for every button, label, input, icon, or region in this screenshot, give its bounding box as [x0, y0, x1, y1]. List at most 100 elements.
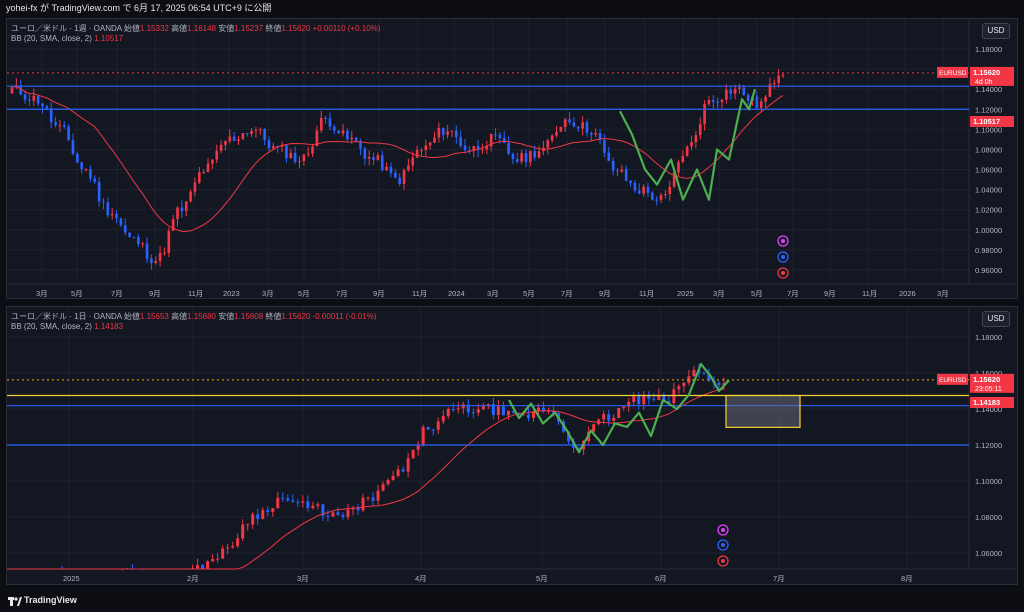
bb-price-tag: [970, 116, 1014, 127]
candle-body: [711, 100, 715, 102]
candle-body: [311, 146, 314, 154]
candle-body: [241, 524, 245, 539]
price-tick-label: 1.12000: [975, 105, 1002, 114]
daily-chart-pane[interactable]: ユーロ／米ドル · 1日 · OANDA 始値1.15653 高値1.15680…: [6, 306, 1018, 585]
candle-body: [703, 103, 706, 125]
candle-body: [302, 154, 306, 162]
candle-body: [642, 395, 646, 405]
us-flag-event-icon-dot: [781, 271, 785, 275]
candle-body: [367, 157, 371, 159]
candle-body: [506, 410, 510, 416]
bar-countdown-text: 4d 0h: [975, 79, 993, 86]
candle-body: [396, 469, 400, 476]
time-tick-label: 8月: [901, 574, 913, 583]
candle-body: [93, 178, 97, 182]
daily-chart-canvas[interactable]: 1.18000 1.16000 1.14000 1.12000 1.10000 1.080…: [7, 307, 1017, 584]
elliott-swing-drawing[interactable]: [619, 88, 757, 201]
candle-body: [324, 117, 327, 119]
candle-body: [682, 382, 686, 387]
weekly-chart-canvas[interactable]: 1.180001.160001.140001.120001.100001.080…: [7, 19, 1017, 298]
candle-body: [481, 149, 484, 151]
candle-body: [511, 153, 515, 160]
candle-body: [781, 74, 785, 76]
time-tick-label: 5月: [751, 289, 763, 298]
publish-header: yohei-fx が TradingView.com で 6月 17, 2025…: [0, 0, 1024, 16]
candle-body: [617, 407, 621, 418]
earnings-event-icon-dot: [721, 543, 725, 547]
candle-body: [521, 414, 525, 416]
candle-body: [333, 126, 336, 131]
candle-body: [446, 131, 449, 135]
candle-body: [415, 150, 419, 158]
currency-button[interactable]: USD: [982, 23, 1010, 39]
candle-body: [407, 165, 410, 171]
bollinger-basis-line: [11, 85, 784, 232]
last-price-price-text: 1.15620: [973, 375, 1000, 384]
price-tick-label: 0.96000: [975, 266, 1002, 275]
candle-body: [36, 95, 40, 104]
candle-body: [219, 144, 223, 151]
candle-body: [411, 449, 415, 459]
candle-body: [236, 538, 240, 547]
candle-body: [263, 129, 266, 141]
candle-body: [350, 137, 354, 140]
candle-body: [311, 505, 315, 509]
time-tick-label: 9月: [599, 289, 611, 298]
candle-body: [245, 133, 249, 135]
price-tick-label: 1.18000: [975, 45, 1002, 54]
candle-body: [76, 153, 79, 163]
last-price-symbol-tag: [937, 373, 968, 385]
time-tick-label: 2月: [187, 574, 199, 583]
candle-body: [431, 429, 435, 431]
time-tick-label: 2023: [223, 289, 240, 298]
candle-body: [354, 137, 358, 141]
last-price-symbol-text: EURUSD: [939, 377, 967, 384]
candle-body: [651, 192, 654, 200]
candle-body: [202, 172, 205, 174]
candle-body: [158, 252, 162, 262]
candle-body: [250, 130, 253, 135]
high-label: 高値: [171, 24, 188, 33]
candle-body: [667, 401, 671, 404]
weekly-chart-pane[interactable]: ユーロ／米ドル · 1週 · OANDA 始値1.15332 高値1.16148…: [6, 18, 1018, 299]
last-price-symbol-tag: [937, 66, 968, 78]
target-zone-box[interactable]: [725, 394, 801, 428]
candle-body: [315, 130, 319, 147]
candle-body: [629, 180, 632, 183]
footer-bar: TradingView: [0, 590, 1024, 612]
elliott-swing-drawing[interactable]: [508, 362, 730, 454]
low-label: 安値: [218, 312, 235, 321]
candle-body: [266, 510, 270, 512]
time-tick-label: 3月: [262, 289, 274, 298]
candle-body: [463, 145, 467, 151]
candle-body: [216, 558, 220, 560]
bb-price-text: 1.14183: [973, 398, 1000, 407]
candle-body: [280, 145, 284, 147]
candle-body: [281, 497, 285, 499]
price-tick-label: 0.98000: [975, 246, 1002, 255]
bb-legend[interactable]: BB (20, SMA, close, 2) 1.14183: [11, 322, 123, 331]
candle-body: [261, 510, 265, 519]
bb-legend[interactable]: BB (20, SMA, close, 2) 1.10517: [11, 34, 123, 43]
candle-body: [411, 157, 415, 166]
candle-body: [176, 207, 179, 220]
candle-body: [416, 444, 420, 450]
daily-ohlc-legend: ユーロ／米ドル · 1日 · OANDA 始値1.15653 高値1.15680…: [11, 311, 376, 322]
weekly-ohlc-legend: ユーロ／米ドル · 1週 · OANDA 始値1.15332 高値1.16148…: [11, 23, 380, 34]
time-tick-label: 7月: [561, 289, 573, 298]
candle-body: [681, 155, 685, 163]
price-tick-label: 1.08000: [975, 513, 1002, 522]
price-tick-label: 1.14000: [975, 405, 1002, 414]
candle-body: [271, 508, 275, 512]
time-tick-label: 7月: [111, 289, 123, 298]
time-tick-label: 3月: [36, 289, 48, 298]
candle-body: [646, 186, 650, 193]
currency-button[interactable]: USD: [982, 311, 1010, 327]
change-value: -0.00011 (-0.01%): [312, 312, 377, 321]
candle-body: [89, 169, 92, 179]
candle-body: [145, 243, 149, 259]
candle-body: [611, 160, 615, 171]
candle-body: [128, 232, 131, 237]
candle-body: [777, 75, 780, 83]
candle-body: [386, 480, 390, 485]
